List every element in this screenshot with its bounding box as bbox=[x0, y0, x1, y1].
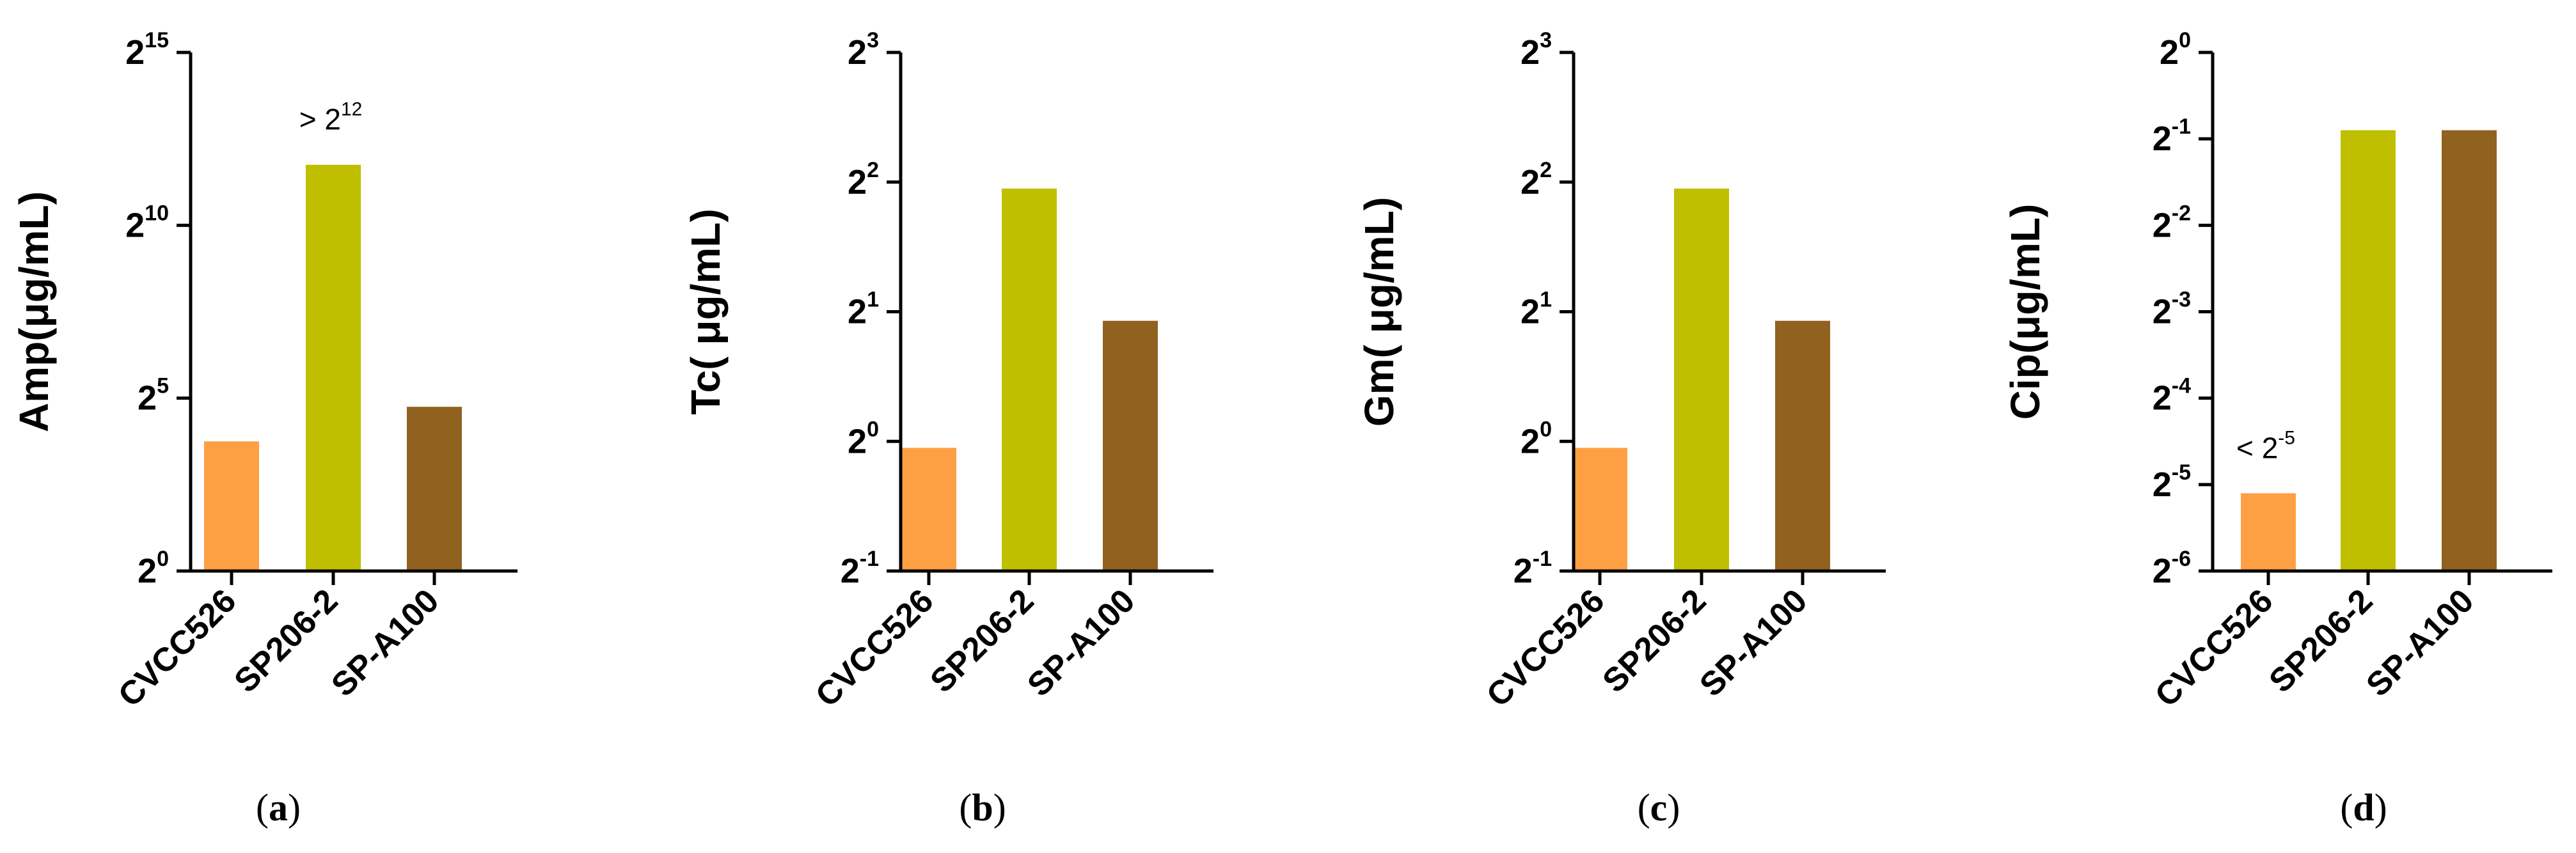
panel-label: (a) bbox=[256, 786, 301, 829]
y-axis-title: Tc( μg/mL) bbox=[683, 208, 729, 414]
y-tick-label: 22 bbox=[848, 158, 879, 201]
y-axis-title: Gm( μg/mL) bbox=[1356, 197, 1402, 426]
x-tick-label-sp206-2: SP206-2 bbox=[923, 582, 1041, 700]
x-tick-label-sp206-2: SP206-2 bbox=[1595, 582, 1713, 700]
y-tick-label: 2-1 bbox=[2153, 114, 2191, 158]
bar-cvcc526 bbox=[901, 448, 956, 571]
y-tick-label: 2-3 bbox=[2153, 288, 2191, 331]
y-tick-label: 2-1 bbox=[1513, 547, 1552, 590]
panel-d: 20 2-1 2-2 2-3 2-4 2-5 2-6CVCC526SP206-2SP-A10… bbox=[2002, 28, 2552, 829]
y-axis-title: Cip(μg/mL) bbox=[2002, 204, 2048, 420]
bar-sp206-2 bbox=[306, 164, 361, 571]
y-tick-label: 21 bbox=[848, 288, 879, 331]
y-tick-label: 23 bbox=[848, 28, 879, 72]
panel-label: (d) bbox=[2340, 786, 2387, 829]
x-tick-label-cvcc526: CVCC526 bbox=[1480, 582, 1612, 714]
x-tick-label-sp206-2: SP206-2 bbox=[227, 582, 345, 700]
y-tick-label: 2-1 bbox=[841, 547, 879, 590]
y-tick-label: 21 bbox=[1521, 288, 1552, 331]
bar-sp-a100 bbox=[2442, 130, 2497, 571]
y-tick-label: 2-6 bbox=[2153, 547, 2191, 590]
panel-label: (c) bbox=[1638, 786, 1680, 829]
panel-label: (b) bbox=[959, 786, 1006, 829]
y-tick-label: 2-4 bbox=[2153, 374, 2191, 418]
x-tick-label-cvcc526: CVCC526 bbox=[111, 582, 244, 714]
x-tick-label-sp-a100: SP-A100 bbox=[2359, 582, 2481, 703]
bar-sp206-2 bbox=[1002, 188, 1057, 571]
y-tick-label: 20 bbox=[848, 417, 879, 460]
bar-sp206-2 bbox=[2341, 130, 2396, 571]
x-tick-label-sp-a100: SP-A100 bbox=[1020, 582, 1142, 703]
bar-annotation: < 2-5 bbox=[2236, 427, 2295, 464]
y-tick-label: 2-5 bbox=[2153, 460, 2191, 504]
y-tick-label: 22 bbox=[1521, 158, 1552, 201]
y-tick-label: 2-2 bbox=[2153, 201, 2191, 244]
y-tick-label: 215 bbox=[125, 28, 169, 72]
bar-sp-a100 bbox=[1103, 320, 1158, 571]
x-tick-label-sp-a100: SP-A100 bbox=[1693, 582, 1814, 703]
y-tick-label: 23 bbox=[1521, 28, 1552, 72]
y-tick-label: 210 bbox=[125, 201, 169, 244]
x-tick-label-sp206-2: SP206-2 bbox=[2262, 582, 2380, 700]
bar-cvcc526 bbox=[2241, 493, 2296, 571]
x-tick-label-cvcc526: CVCC526 bbox=[2148, 582, 2280, 714]
bar-sp-a100 bbox=[1775, 320, 1830, 571]
y-axis-title: Amp(μg/mL) bbox=[11, 191, 57, 432]
bar-cvcc526 bbox=[204, 441, 259, 571]
bar-sp-a100 bbox=[407, 407, 462, 571]
y-tick-label: 20 bbox=[138, 547, 169, 590]
x-tick-label-sp-a100: SP-A100 bbox=[324, 582, 446, 703]
bar-sp206-2 bbox=[1674, 188, 1729, 571]
y-tick-label: 20 bbox=[1521, 417, 1552, 460]
bar-cvcc526 bbox=[1572, 448, 1627, 571]
x-tick-label-cvcc526: CVCC526 bbox=[809, 582, 941, 714]
y-tick-label: 20 bbox=[2160, 28, 2191, 72]
bar-annotation: > 212 bbox=[299, 99, 363, 136]
y-tick-label: 25 bbox=[138, 374, 169, 418]
